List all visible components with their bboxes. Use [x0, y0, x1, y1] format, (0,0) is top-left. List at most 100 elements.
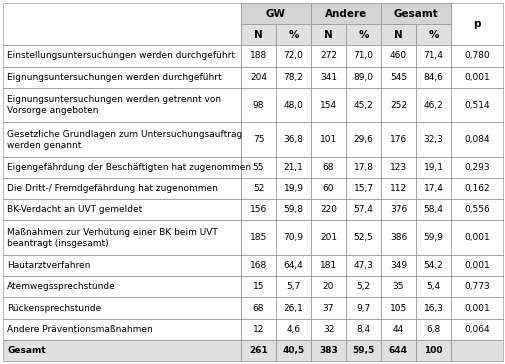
Text: 644: 644 — [388, 346, 407, 355]
Text: 0,001: 0,001 — [463, 304, 489, 313]
Bar — [380, 255, 415, 276]
Text: GW: GW — [266, 9, 285, 19]
Bar — [275, 221, 311, 255]
Text: 185: 185 — [249, 233, 267, 242]
Text: 261: 261 — [248, 346, 267, 355]
Text: 188: 188 — [249, 51, 267, 60]
Bar — [240, 318, 275, 340]
Bar — [240, 88, 275, 122]
Bar — [380, 221, 415, 255]
Bar — [311, 255, 345, 276]
Text: 32: 32 — [322, 325, 333, 334]
Bar — [415, 46, 450, 67]
Text: Gesetzliche Grundlagen zum Untersuchungsauftrag
werden genannt: Gesetzliche Grundlagen zum Untersuchungs… — [7, 130, 242, 150]
Bar — [380, 318, 415, 340]
Bar — [240, 340, 275, 361]
Text: 32,3: 32,3 — [423, 135, 442, 144]
Text: 0,780: 0,780 — [463, 51, 489, 60]
Text: 176: 176 — [389, 135, 407, 144]
Bar — [240, 67, 275, 88]
Bar — [415, 255, 450, 276]
Text: 84,6: 84,6 — [423, 72, 442, 82]
Text: 101: 101 — [319, 135, 336, 144]
Bar — [380, 157, 415, 178]
Bar — [3, 3, 240, 24]
Text: Die Dritt-/ Fremdgefährdung hat zugenommen: Die Dritt-/ Fremdgefährdung hat zugenomm… — [7, 184, 218, 193]
Bar — [415, 199, 450, 221]
Text: Rückensprechstunde: Rückensprechstunde — [7, 304, 101, 313]
Bar — [3, 297, 240, 318]
Bar — [345, 67, 380, 88]
Text: 48,0: 48,0 — [283, 100, 303, 110]
Bar — [311, 122, 345, 157]
Bar — [275, 67, 311, 88]
Text: 5,4: 5,4 — [426, 282, 440, 292]
Bar — [345, 255, 380, 276]
Bar — [415, 318, 450, 340]
Text: N: N — [254, 30, 263, 40]
Text: Andere Präventionsmaßnahmen: Andere Präventionsmaßnahmen — [7, 325, 153, 334]
Text: Gesamt: Gesamt — [393, 9, 437, 19]
Text: 341: 341 — [319, 72, 336, 82]
Text: 59,5: 59,5 — [351, 346, 374, 355]
Bar — [415, 67, 450, 88]
Bar — [415, 122, 450, 157]
Text: 386: 386 — [389, 233, 407, 242]
Bar — [275, 255, 311, 276]
Bar — [275, 199, 311, 221]
Text: 201: 201 — [319, 233, 336, 242]
Bar — [275, 297, 311, 318]
Text: 21,1: 21,1 — [283, 163, 303, 172]
Bar — [3, 122, 240, 157]
Bar — [450, 88, 502, 122]
Text: 0,556: 0,556 — [463, 205, 489, 214]
Bar — [450, 3, 502, 45]
Bar — [275, 318, 311, 340]
Bar — [275, 24, 311, 46]
Text: 70,9: 70,9 — [283, 233, 303, 242]
Bar — [345, 318, 380, 340]
Text: Eignungsuntersuchungen werden getrennt von
Vorsorge angeboten: Eignungsuntersuchungen werden getrennt v… — [7, 95, 221, 115]
Text: 64,4: 64,4 — [283, 261, 303, 270]
Text: 460: 460 — [389, 51, 406, 60]
Bar — [240, 157, 275, 178]
Text: %: % — [358, 30, 368, 40]
Bar — [240, 3, 311, 24]
Bar — [240, 255, 275, 276]
Bar — [240, 24, 275, 46]
Bar — [450, 67, 502, 88]
Text: 168: 168 — [249, 261, 267, 270]
Bar — [240, 46, 275, 67]
Text: 17,8: 17,8 — [353, 163, 373, 172]
Text: 12: 12 — [252, 325, 264, 334]
Bar — [3, 340, 240, 361]
Bar — [345, 122, 380, 157]
Text: 545: 545 — [389, 72, 406, 82]
Text: %: % — [288, 30, 298, 40]
Text: 55: 55 — [252, 163, 264, 172]
Text: 57,4: 57,4 — [353, 205, 373, 214]
Bar — [450, 340, 502, 361]
Bar — [380, 122, 415, 157]
Bar — [450, 157, 502, 178]
Bar — [380, 3, 450, 24]
Text: N: N — [393, 30, 402, 40]
Bar — [345, 340, 380, 361]
Text: 15: 15 — [252, 282, 264, 292]
Text: Eigengefährdung der Beschäftigten hat zugenommen: Eigengefährdung der Beschäftigten hat zu… — [7, 163, 250, 172]
Bar — [275, 178, 311, 199]
Text: 54,2: 54,2 — [423, 261, 442, 270]
Bar — [3, 157, 240, 178]
Text: Atemwegssprechstunde: Atemwegssprechstunde — [7, 282, 116, 292]
Bar — [311, 276, 345, 297]
Bar — [3, 318, 240, 340]
Bar — [415, 340, 450, 361]
Text: 29,6: 29,6 — [353, 135, 373, 144]
Text: 47,3: 47,3 — [353, 261, 373, 270]
Text: 0,064: 0,064 — [463, 325, 489, 334]
Text: 5,7: 5,7 — [286, 282, 300, 292]
Text: 72,0: 72,0 — [283, 51, 303, 60]
Text: 100: 100 — [423, 346, 442, 355]
Bar — [450, 178, 502, 199]
Bar — [450, 318, 502, 340]
